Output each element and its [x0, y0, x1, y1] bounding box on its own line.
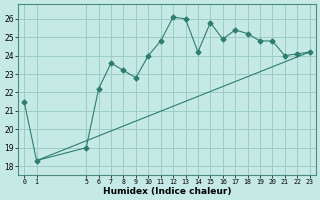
X-axis label: Humidex (Indice chaleur): Humidex (Indice chaleur): [103, 187, 231, 196]
